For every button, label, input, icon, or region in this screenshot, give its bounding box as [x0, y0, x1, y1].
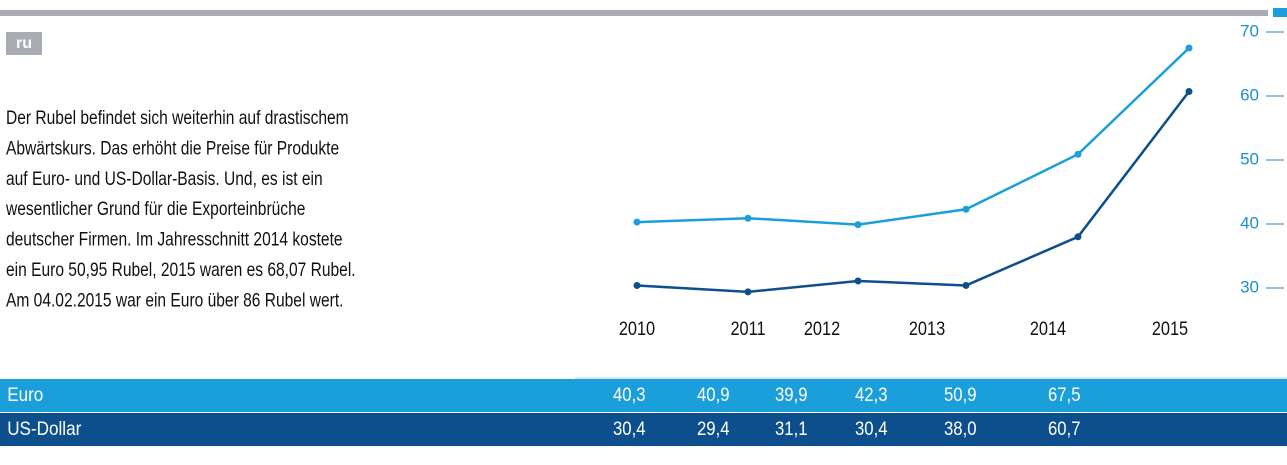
table-row	[0, 413, 1287, 446]
value-label: 50,9	[944, 384, 977, 405]
point	[962, 281, 970, 289]
point	[744, 214, 752, 222]
top-bar	[0, 10, 1268, 16]
paragraph-line: Der Rubel befindet sich weiterhin auf dr…	[6, 107, 349, 129]
point	[1074, 233, 1082, 241]
point	[633, 218, 641, 226]
legend-label: US-Dollar	[7, 418, 81, 439]
y-tick-label: 60	[1240, 85, 1259, 104]
y-tick-label: 40	[1240, 213, 1259, 232]
top-square	[1273, 8, 1287, 17]
point	[854, 221, 862, 229]
y-tick-label: 30	[1240, 277, 1259, 296]
value-label: 40,9	[697, 384, 730, 405]
value-label: 38,0	[944, 418, 977, 439]
table-row	[0, 379, 1287, 412]
series-line	[636, 47, 1190, 226]
value-label: 30,4	[855, 418, 888, 439]
value-label: 31,1	[775, 418, 808, 439]
point	[633, 281, 641, 289]
paragraph-line: wesentlicher Grund für die Exporteinbrüc…	[5, 198, 305, 220]
x-tick-label: 2011	[730, 318, 765, 339]
value-label: 67,5	[1048, 384, 1081, 405]
y-tick-label: 50	[1240, 149, 1259, 168]
x-tick-label: 2012	[804, 318, 840, 339]
value-label: 29,4	[697, 418, 730, 439]
point	[1185, 44, 1193, 52]
value-label: 60,7	[1048, 418, 1081, 439]
point	[854, 277, 862, 285]
point	[744, 288, 752, 296]
legend-label: Euro	[7, 384, 43, 405]
tag-box	[6, 32, 42, 55]
value-label: 40,3	[613, 384, 646, 405]
x-tick-label: 2015	[1152, 318, 1188, 339]
y-tick-label: 70	[1240, 21, 1259, 40]
series-line	[636, 90, 1190, 294]
paragraph-line: deutscher Firmen. Im Jahresschnitt 2014 …	[6, 228, 343, 250]
table: Euro 40,3 40,9 39,9 42,3 50,9 67,5 US-Dollar 30,…	[0, 377, 1287, 446]
paragraph-line: auf Euro- und US-Dollar-Basis. Und, es i…	[6, 167, 323, 189]
value-label: 30,4	[613, 418, 646, 439]
tag: ru	[16, 35, 32, 52]
chart: 30 40 50 60 70 2010 2011 2012 2013 2014 2015	[619, 21, 1284, 339]
point	[1074, 150, 1082, 158]
paragraph-line: Am 04.02.2015 war ein Euro über 86 Rubel…	[6, 289, 343, 311]
value-label: 42,3	[855, 384, 888, 405]
paragraph-line: Abwärtskurs. Das erhöht die Preise für P…	[6, 137, 339, 159]
point	[962, 205, 970, 213]
x-tick-label: 2013	[909, 318, 945, 339]
x-tick-label: 2014	[1030, 318, 1066, 339]
point	[1185, 88, 1193, 96]
paragraph-line: ein Euro 50,95 Rubel, 2015 waren es 68,0…	[6, 259, 356, 281]
value-label: 39,9	[775, 384, 808, 405]
x-tick-label: 2010	[619, 318, 655, 339]
paragraph: Der Rubel befindet sich weiterhin auf dr…	[5, 107, 356, 311]
